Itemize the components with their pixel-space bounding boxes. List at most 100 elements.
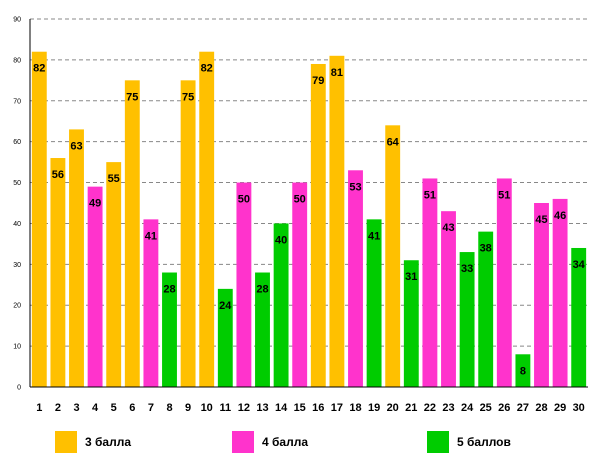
x-tick-label: 21 (405, 402, 417, 414)
x-tick-label: 16 (312, 402, 324, 414)
x-tick-label: 20 (387, 402, 399, 414)
bar (255, 272, 270, 387)
legend-swatch-4 (232, 431, 254, 453)
bar (571, 247, 587, 387)
bar (366, 219, 382, 387)
x-tick-label: 22 (424, 402, 436, 414)
bar (348, 170, 363, 387)
x-tick-label: 24 (461, 402, 474, 414)
bar (403, 260, 419, 387)
data-label: 31 (405, 271, 417, 283)
data-label: 79 (312, 75, 324, 87)
bar (236, 182, 252, 387)
x-tick-label: 29 (554, 402, 566, 414)
bar (478, 231, 494, 387)
bar (106, 162, 122, 387)
data-label: 64 (387, 136, 400, 148)
x-tick-label: 25 (480, 402, 492, 414)
data-label: 40 (275, 234, 287, 246)
bar (496, 178, 512, 387)
data-label: 56 (52, 169, 64, 181)
data-label: 28 (256, 284, 268, 296)
x-tick-label: 2 (55, 402, 61, 414)
bar (515, 354, 531, 387)
x-tick-label: 18 (349, 402, 361, 414)
data-label: 50 (294, 194, 306, 206)
legend-swatch-5 (427, 431, 449, 453)
bar (329, 55, 345, 388)
bar (124, 80, 140, 387)
bar (31, 51, 47, 387)
bar (422, 178, 438, 387)
x-tick-label: 8 (166, 402, 172, 414)
bar (180, 80, 196, 387)
x-tick-label: 30 (573, 402, 585, 414)
y-tick-label: 10 (13, 344, 21, 351)
x-tick-label: 5 (111, 402, 117, 414)
legend-item-4: 4 балла (232, 430, 308, 454)
x-tick-label: 6 (129, 402, 135, 414)
x-tick-label: 9 (185, 402, 191, 414)
y-tick-label: 60 (13, 139, 21, 146)
x-tick-label: 13 (256, 402, 268, 414)
data-label: 41 (368, 230, 380, 242)
x-tick-label: 1 (36, 402, 42, 414)
y-tick-label: 90 (13, 17, 21, 24)
y-tick-label: 70 (13, 98, 21, 105)
data-label: 43 (442, 222, 454, 234)
bars (31, 51, 587, 388)
data-label: 41 (145, 230, 157, 242)
y-tick-label: 20 (13, 303, 21, 310)
data-label: 82 (33, 63, 45, 75)
bar (199, 51, 215, 387)
data-label: 75 (182, 91, 194, 103)
y-tick-label: 80 (13, 57, 21, 64)
bar (50, 158, 66, 387)
data-label: 55 (108, 173, 120, 185)
data-label: 51 (498, 189, 510, 201)
data-label: 81 (331, 67, 343, 79)
data-label: 49 (89, 198, 101, 210)
bar (459, 252, 475, 387)
data-label: 28 (163, 284, 175, 296)
x-tick-label: 10 (201, 402, 213, 414)
gridlines (30, 18, 588, 347)
data-label: 53 (349, 181, 361, 193)
legend-label-4: 4 балла (262, 435, 309, 449)
y-tick-label: 0 (17, 385, 21, 392)
x-tick-label: 23 (442, 402, 454, 414)
data-labels: 82 56 63 49 55 75 41 28 75 82 24 50 28 40 50 79 81 53 41 64… (33, 63, 586, 378)
data-label: 50 (238, 194, 250, 206)
data-label: 46 (554, 210, 566, 222)
x-tick-label: 3 (73, 402, 79, 414)
data-label: 63 (70, 140, 82, 152)
legend-item-3: 3 балла (55, 430, 131, 454)
legend-swatch-3 (55, 431, 77, 453)
x-tick-label: 28 (535, 402, 547, 414)
x-tick-label: 7 (148, 402, 154, 414)
data-label: 38 (480, 243, 492, 255)
data-label: 75 (126, 91, 138, 103)
legend-label-3: 3 балла (85, 435, 132, 449)
data-label: 24 (219, 300, 232, 312)
x-tick-label: 4 (92, 402, 99, 414)
x-tick-label: 17 (331, 402, 343, 414)
legend-item-5: 5 баллов (427, 430, 511, 454)
x-tick-label: 14 (275, 402, 288, 414)
bar (292, 182, 308, 387)
bar (162, 272, 177, 387)
x-tick-label: 11 (219, 402, 231, 414)
y-tick-label: 40 (13, 221, 21, 228)
data-label: 8 (520, 365, 526, 377)
y-axis: 0 10 20 30 40 50 60 70 80 90 (13, 17, 31, 392)
bar (534, 203, 549, 387)
data-label: 33 (461, 263, 473, 275)
data-label: 82 (201, 63, 213, 75)
legend-label-5: 5 баллов (457, 435, 511, 449)
y-tick-label: 30 (13, 262, 21, 269)
bar (87, 186, 103, 387)
x-tick-label: 15 (294, 402, 306, 414)
bar (441, 211, 456, 387)
data-label: 34 (573, 259, 586, 271)
